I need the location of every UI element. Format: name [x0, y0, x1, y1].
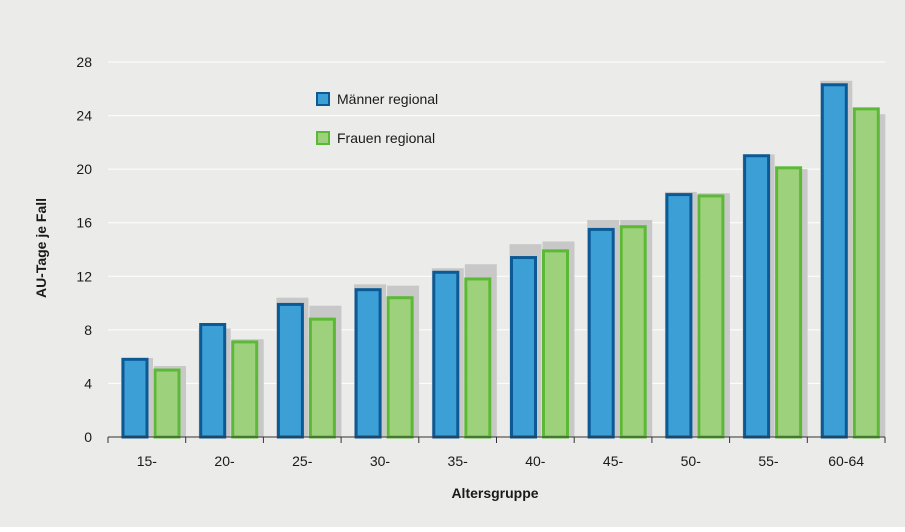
y-tick-label: 12: [76, 268, 92, 284]
legend-swatch: [316, 131, 330, 145]
y-tick-label: 20: [76, 161, 92, 177]
bar-maenner: [587, 227, 615, 439]
legend: Männer regional Frauen regional: [316, 91, 438, 146]
y-tick-label: 28: [76, 54, 92, 70]
y-tick-label: 0: [84, 429, 92, 445]
bar-maenner: [276, 302, 304, 439]
bar-frauen: [542, 249, 569, 439]
bar-maenner: [199, 323, 227, 439]
bar-maenner: [665, 193, 693, 439]
bar-maenner: [432, 270, 460, 439]
bar-frauen: [308, 317, 336, 439]
bar-frauen: [153, 368, 181, 439]
bar-frauen: [619, 225, 647, 439]
legend-label: Männer regional: [337, 91, 438, 107]
x-tick-labels: 15- 20- 25- 30- 35- 40- 45- 50- 55- 60-64: [137, 453, 865, 469]
legend-label: Frauen regional: [337, 130, 435, 146]
bar-maenner: [820, 83, 848, 439]
bar-frauen: [697, 194, 725, 439]
y-tick-labels: 0 4 8 12 16 20 24 28: [76, 54, 92, 445]
x-tick-label: 20-: [214, 453, 235, 469]
legend-swatch: [316, 92, 330, 106]
x-axis-title: Altersgruppe: [451, 485, 538, 501]
x-tick-label: 50-: [681, 453, 702, 469]
bar-frauen: [852, 107, 880, 439]
x-tick-label: 15-: [137, 453, 158, 469]
y-tick-label: 8: [84, 322, 92, 338]
bar-frauen: [231, 340, 259, 439]
x-tick-label: 55-: [758, 453, 779, 469]
x-tick-label: 60-64: [828, 453, 864, 469]
bar-frauen: [464, 277, 492, 439]
x-tick-label: 35-: [448, 453, 469, 469]
y-tick-label: 4: [84, 375, 92, 391]
y-tick-label: 16: [76, 215, 92, 231]
x-axis: [107, 436, 886, 443]
bar-frauen: [386, 296, 414, 439]
bar-maenner: [510, 256, 537, 439]
bar-maenner: [121, 357, 149, 439]
bars: [121, 80, 886, 439]
bar-frauen: [775, 166, 803, 439]
bar-maenner: [354, 288, 382, 439]
x-tick-label: 30-: [370, 453, 391, 469]
x-tick-label: 25-: [292, 453, 313, 469]
x-tick-label: 45-: [603, 453, 624, 469]
bar-maenner: [743, 154, 771, 439]
x-tick-label: 40-: [525, 453, 546, 469]
y-tick-label: 24: [76, 108, 92, 124]
y-axis-title: AU-Tage je Fall: [33, 198, 49, 298]
